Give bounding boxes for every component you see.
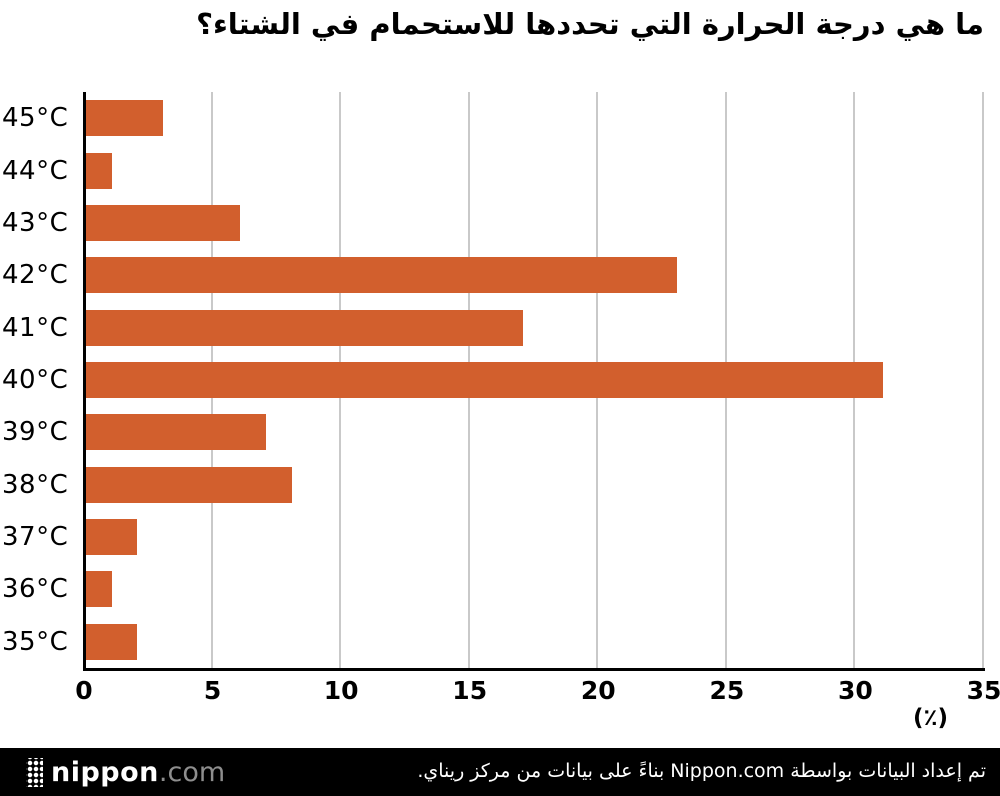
bar-36C (86, 571, 112, 608)
bar-44C (86, 152, 112, 189)
bar-37C (86, 519, 138, 556)
y-axis-label: 40°C (2, 364, 69, 395)
y-axis-label: 39°C (2, 417, 69, 448)
bar-38C (86, 466, 292, 503)
x-axis-tick-label: 25 (709, 676, 745, 705)
y-axis-line (83, 92, 86, 671)
x-axis-tick-label: 5 (203, 676, 222, 705)
x-axis-tick-label: 10 (323, 676, 359, 705)
logo-text: nippon (51, 756, 159, 788)
y-axis-label: 36°C (2, 574, 69, 605)
y-axis-label: 45°C (2, 103, 69, 134)
y-axis-label: 41°C (2, 312, 69, 343)
bar-39C (86, 414, 266, 451)
y-axis-label: 37°C (2, 522, 69, 553)
bar-45C (86, 100, 164, 137)
x-axis-line (83, 668, 985, 671)
footer-bar: nippon .com تم إعداد البيانات بواسطة Nipp… (0, 748, 1000, 796)
logo-tld-text: .com (158, 756, 226, 788)
y-axis-label: 42°C (2, 260, 69, 291)
x-axis-tick-label: 15 (452, 676, 488, 705)
x-axis-tick-label: 20 (580, 676, 616, 705)
x-axis-tick-label: 30 (838, 676, 873, 705)
nippon-logo-icon (26, 757, 43, 787)
y-axis-label: 38°C (2, 469, 69, 500)
attribution-text: تم إعداد البيانات بواسطة Nippon.com بناء… (417, 760, 986, 783)
nippon-logo: nippon .com (26, 757, 225, 788)
chart-title: ما هي درجة الحرارة التي تحددها للاستحمام… (196, 7, 984, 41)
bar-40C (86, 362, 884, 398)
y-axis-label: 35°C (2, 626, 69, 657)
bar-41C (86, 309, 524, 346)
x-axis-tick-label: 0 (75, 676, 93, 705)
y-axis-label: 43°C (2, 207, 69, 238)
y-axis-label: 44°C (2, 155, 69, 186)
bar-35C (86, 623, 138, 660)
x-axis-tick-label: 35 (966, 676, 1000, 705)
bar-43C (86, 204, 241, 241)
gridline-35 (982, 92, 984, 668)
x-axis-unit-label: (٪) (912, 705, 948, 731)
bar-42C (86, 257, 678, 294)
